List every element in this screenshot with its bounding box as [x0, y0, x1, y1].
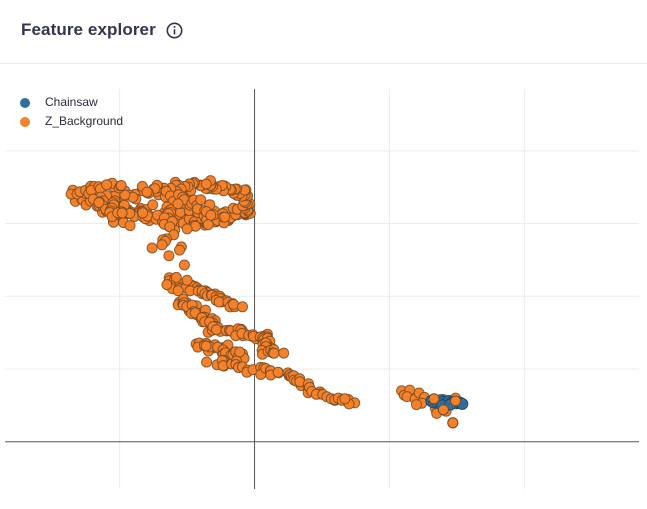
point-z-background	[172, 198, 184, 210]
point-z-background	[172, 285, 184, 297]
point-z-background	[268, 347, 280, 359]
point-z-background	[146, 242, 158, 254]
point-z-background	[181, 223, 193, 235]
point-z-background	[147, 199, 159, 211]
point-z-background	[137, 207, 149, 219]
legend-swatch-chainsaw	[20, 98, 30, 108]
point-z-background	[200, 340, 212, 352]
point-z-background	[410, 399, 422, 411]
info-circle-icon[interactable]	[166, 22, 183, 39]
page-title: Feature explorer	[21, 20, 156, 39]
series-chainsaw	[425, 393, 469, 429]
point-z-background	[234, 346, 246, 358]
series-z-background	[65, 175, 461, 429]
point-z-background	[450, 395, 461, 407]
point-z-background	[200, 178, 212, 190]
point-z-background	[428, 393, 440, 405]
point-z-background	[163, 250, 175, 262]
grid-lines	[5, 89, 639, 489]
point-z-background	[101, 179, 113, 191]
point-z-background	[272, 366, 284, 378]
point-z-background	[124, 220, 136, 232]
point-z-background	[178, 259, 190, 271]
point-z-background	[174, 244, 185, 256]
point-z-background	[278, 347, 290, 359]
legend-swatch-z-background	[20, 117, 30, 127]
point-z-background	[437, 404, 449, 416]
point-z-background	[339, 393, 351, 405]
legend-label-chainsaw: Chainsaw	[45, 95, 98, 109]
point-z-background	[141, 186, 153, 198]
point-z-background	[195, 194, 207, 206]
point-z-background	[237, 301, 248, 313]
point-z-background	[205, 209, 217, 221]
point-z-background	[156, 239, 168, 251]
point-z-background	[447, 417, 459, 429]
point-z-background	[210, 324, 222, 336]
point-z-background	[115, 180, 127, 191]
point-z-background	[201, 356, 213, 368]
point-z-background	[202, 219, 214, 231]
point-z-background	[181, 274, 193, 286]
point-z-background	[161, 279, 173, 291]
legend-label-z-background: Z_Background	[45, 114, 124, 128]
panel-header: Feature explorer	[0, 0, 647, 64]
point-z-background	[219, 211, 231, 223]
point-z-background	[116, 207, 128, 219]
point-z-background	[228, 298, 239, 310]
point-z-background	[170, 271, 182, 283]
point-z-background	[93, 197, 105, 209]
axes	[5, 89, 639, 489]
